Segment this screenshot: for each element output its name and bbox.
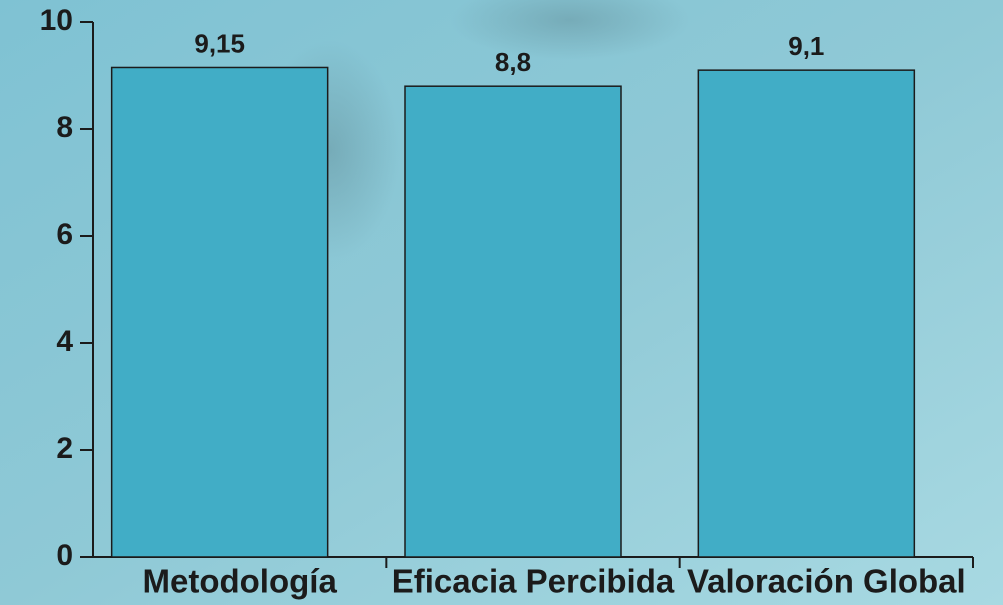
- bar: [112, 67, 328, 557]
- bar: [405, 86, 621, 557]
- bar: [698, 70, 914, 557]
- value-label: 9,15: [194, 28, 245, 58]
- value-label: 8,8: [495, 47, 531, 77]
- y-tick-label: 8: [56, 111, 73, 144]
- y-tick-label: 0: [56, 539, 73, 572]
- y-tick-label: 6: [56, 218, 73, 251]
- page: 0 2 4 6 8 10 9,15 Metodología 8,8 Eficacia Percib…: [0, 0, 1003, 605]
- x-tick-label: Metodología: [143, 563, 338, 600]
- y-tick-label: 10: [40, 4, 73, 37]
- value-label: 9,1: [788, 31, 824, 61]
- y-tick-label: 4: [56, 325, 73, 358]
- x-tick-label: Valoración Global: [687, 563, 966, 600]
- chart: 0 2 4 6 8 10 9,15 Metodología 8,8 Eficacia Percib…: [0, 0, 1003, 605]
- x-tick-label: Eficacia Percibida: [392, 563, 675, 600]
- y-tick-label: 2: [56, 432, 73, 465]
